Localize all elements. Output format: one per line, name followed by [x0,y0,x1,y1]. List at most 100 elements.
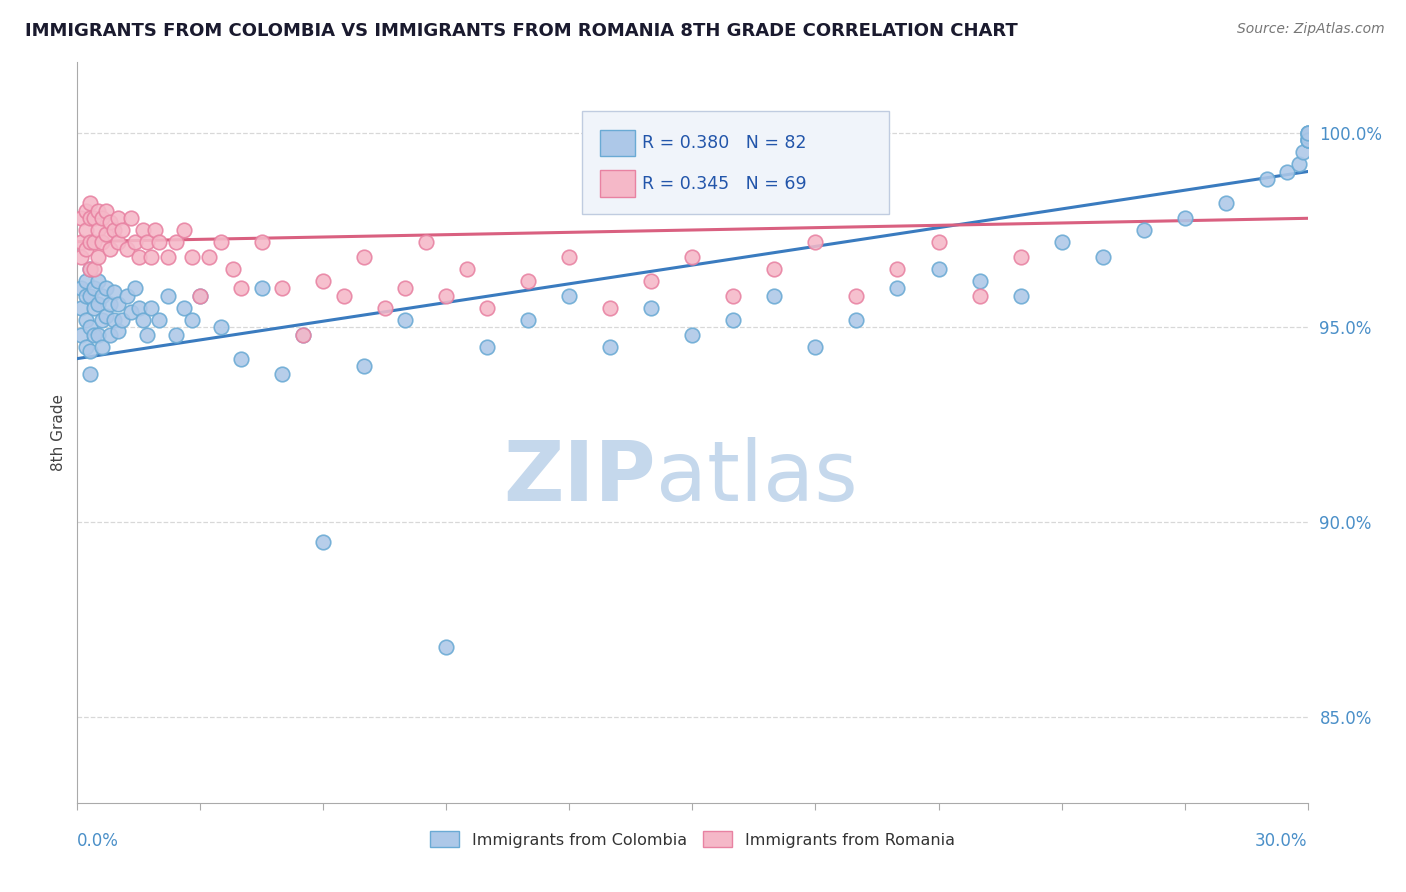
Point [107,297,129,311]
Point [231,351,253,366]
Point [682,250,704,264]
Point [1292,145,1315,159]
Point [79,343,101,358]
Point [90,211,114,226]
Point [103,223,125,237]
Point [197,250,219,264]
Point [415,235,437,249]
Point [188,289,212,303]
Point [804,340,827,354]
Point [98,215,121,229]
Point [477,340,499,354]
Point [165,328,187,343]
Point [1288,157,1310,171]
Point [271,281,294,295]
Point [132,223,155,237]
Point [124,281,146,295]
Point [107,211,129,226]
Point [1174,211,1197,226]
Point [83,211,105,226]
Point [1296,126,1319,140]
Point [1296,126,1319,140]
Point [75,243,97,257]
Point [148,312,170,326]
Point [87,223,110,237]
Text: IMMIGRANTS FROM COLOMBIA VS IMMIGRANTS FROM ROMANIA 8TH GRADE CORRELATION CHART: IMMIGRANTS FROM COLOMBIA VS IMMIGRANTS F… [25,22,1018,40]
Point [845,289,868,303]
Point [374,301,396,315]
Point [75,223,97,237]
Point [558,289,581,303]
Y-axis label: 8th Grade: 8th Grade [51,394,66,471]
Point [128,301,150,315]
Point [103,285,125,300]
Point [120,305,142,319]
Point [156,250,179,264]
Point [90,312,114,326]
Point [222,262,245,277]
Point [103,312,125,326]
Point [70,211,93,226]
Point [143,223,166,237]
Point [1296,129,1319,144]
Point [928,235,950,249]
Text: Source: ZipAtlas.com: Source: ZipAtlas.com [1237,22,1385,37]
Point [209,235,232,249]
Point [477,301,499,315]
Point [79,320,101,334]
Point [87,328,110,343]
Point [83,328,105,343]
Point [640,274,662,288]
Point [75,274,97,288]
FancyBboxPatch shape [600,170,634,197]
Point [75,289,97,303]
Point [98,297,121,311]
Point [969,289,991,303]
Point [87,297,110,311]
Point [70,328,93,343]
Point [312,534,335,549]
Point [75,203,97,218]
Point [517,274,540,288]
Point [1091,250,1114,264]
Point [90,235,114,249]
Point [83,262,105,277]
Point [1010,250,1032,264]
Point [87,203,110,218]
Point [723,289,745,303]
Point [333,289,356,303]
Point [353,250,375,264]
Point [886,281,908,295]
Point [128,250,150,264]
Point [136,235,159,249]
Point [271,367,294,381]
Point [181,250,204,264]
Point [1275,164,1298,178]
Text: R = 0.345   N = 69: R = 0.345 N = 69 [643,175,807,193]
Text: 0.0%: 0.0% [77,832,120,850]
Point [804,235,827,249]
Point [1296,133,1319,147]
Point [599,301,621,315]
Point [120,211,142,226]
Point [291,328,314,343]
Point [75,312,97,326]
Point [70,250,93,264]
Point [115,243,138,257]
Point [156,289,179,303]
Point [148,235,170,249]
Point [763,289,786,303]
Point [1050,235,1073,249]
Point [70,235,93,249]
Point [79,262,101,277]
Point [291,328,314,343]
Point [1132,223,1154,237]
Point [886,262,908,277]
Point [558,250,581,264]
Point [436,289,458,303]
Point [136,328,159,343]
Point [394,312,416,326]
Point [79,235,101,249]
Point [98,243,121,257]
Point [1256,172,1278,186]
